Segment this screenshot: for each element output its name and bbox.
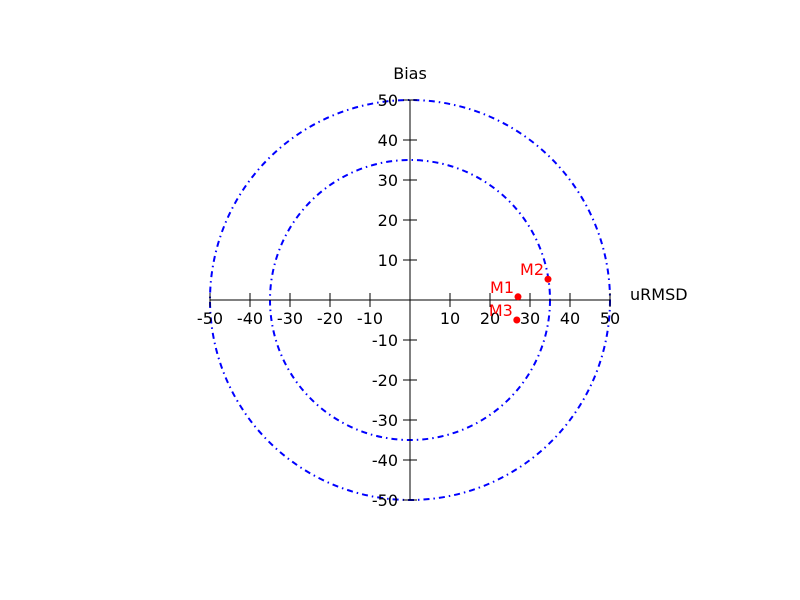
x-tick-label: -20 [317, 309, 343, 328]
y-tick-label: -50 [372, 491, 398, 510]
y-tick-label: 50 [378, 91, 398, 110]
x-tick-label: 10 [440, 309, 460, 328]
point-label-m2: M2 [520, 260, 544, 279]
y-tick-label: 10 [378, 251, 398, 270]
y-tick-label: 30 [378, 171, 398, 190]
x-ticks: -50 -40 -30 -20 -10 10 20 30 40 50 [197, 293, 620, 328]
x-tick-label: 30 [520, 309, 540, 328]
y-ticks: -50 -40 -30 -20 -10 10 20 30 40 50 [372, 91, 417, 510]
x-tick-label: 50 [600, 309, 620, 328]
axes: -50 -40 -30 -20 -10 10 20 30 40 50 -50 -40 -30 -20 -1… [197, 91, 620, 510]
y-tick-label: 40 [378, 131, 398, 150]
point-m3 [513, 316, 521, 324]
x-tick-label: -50 [197, 309, 223, 328]
x-tick-label: 40 [560, 309, 580, 328]
x-tick-label: -30 [277, 309, 303, 328]
y-tick-label: -10 [372, 331, 398, 350]
point-label-m3: M3 [489, 301, 513, 320]
y-tick-label: -30 [372, 411, 398, 430]
data-points: M1 M2 M3 [489, 260, 552, 324]
y-axis-title: Bias [393, 64, 427, 83]
x-tick-label: -10 [357, 309, 383, 328]
x-axis-title: uRMSD [630, 285, 688, 304]
x-tick-label: -40 [237, 309, 263, 328]
point-m2 [544, 275, 552, 283]
point-m1 [514, 293, 522, 301]
y-tick-label: 20 [378, 211, 398, 230]
x-tick-label: 20 [480, 309, 500, 328]
point-label-m1: M1 [490, 278, 514, 297]
y-tick-label: -20 [372, 371, 398, 390]
y-tick-label: -40 [372, 451, 398, 470]
